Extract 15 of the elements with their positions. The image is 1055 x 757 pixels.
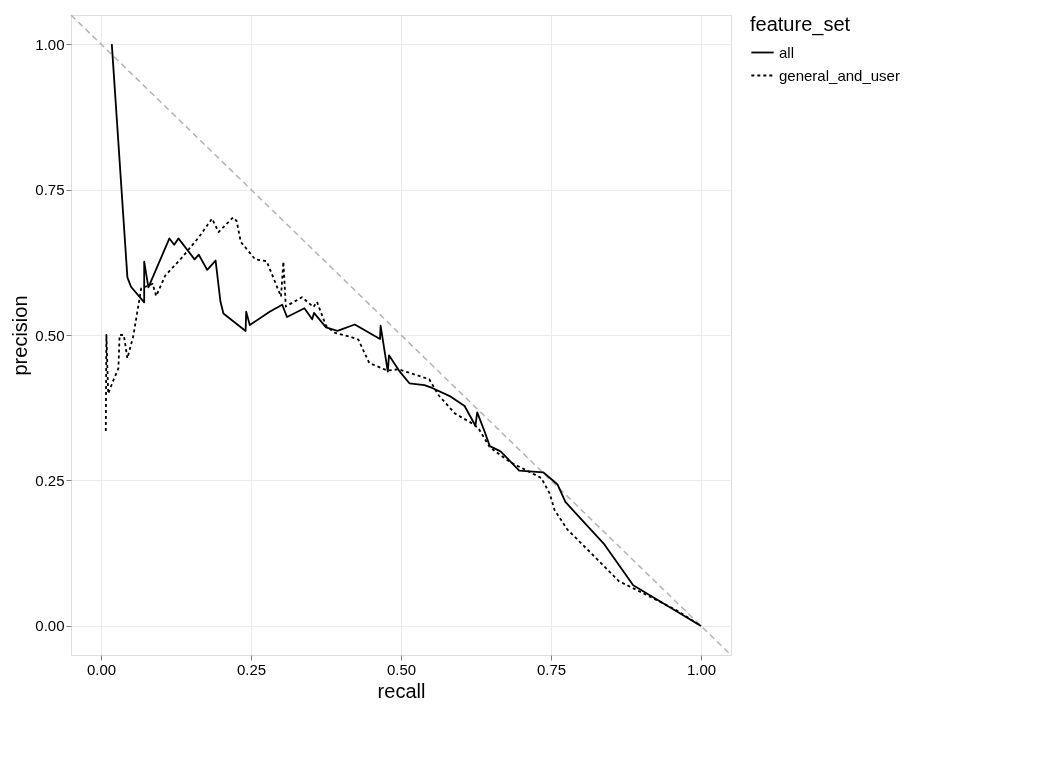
- legend-label: general_and_user: [779, 66, 900, 84]
- x-axis-title: recall: [377, 679, 426, 702]
- legend-title: feature_set: [750, 13, 851, 36]
- y-axis-title: precision: [9, 295, 32, 376]
- x-tick-label: 0.75: [536, 660, 567, 678]
- x-tick-label: 0.00: [86, 660, 117, 678]
- x-tick-label: 0.50: [386, 660, 417, 678]
- y-tick-label: 1.00: [35, 35, 65, 53]
- y-tick-label: 0.75: [35, 181, 65, 199]
- y-tick-label: 0.50: [35, 326, 65, 344]
- y-tick-label: 0.00: [35, 617, 65, 635]
- legend-label: all: [779, 43, 795, 61]
- x-tick-label: 1.00: [686, 660, 717, 678]
- y-tick-label: 0.25: [35, 471, 65, 489]
- x-tick-label: 0.25: [236, 660, 267, 678]
